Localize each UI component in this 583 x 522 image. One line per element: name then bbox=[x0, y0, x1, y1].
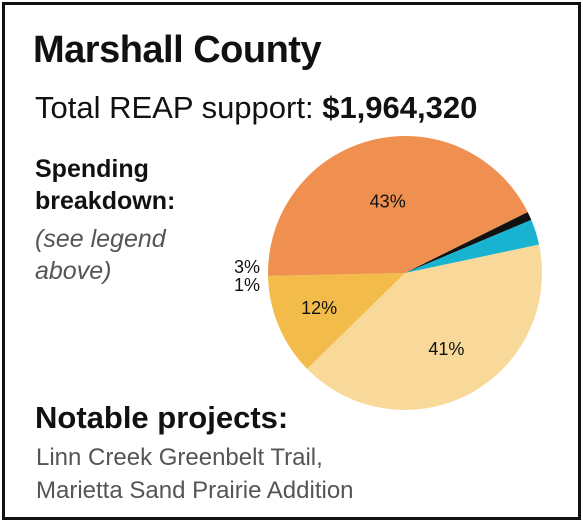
spending-breakdown-heading: Spending breakdown: bbox=[35, 153, 205, 217]
pie-slice-12 bbox=[268, 273, 405, 369]
pie-label-41: 41% bbox=[428, 339, 464, 359]
pie-label-12: 12% bbox=[301, 298, 337, 318]
pie-label-3: 3% bbox=[234, 257, 260, 277]
legend-note: (see legend above) bbox=[35, 223, 205, 287]
notable-projects-list: Linn Creek Greenbelt Trail, Marietta San… bbox=[36, 441, 354, 507]
spending-heading-line-2: breakdown: bbox=[35, 187, 176, 215]
pie-label-1: 1% bbox=[234, 275, 260, 295]
county-title: Marshall County bbox=[33, 29, 322, 71]
reap-support-amount: $1,964,320 bbox=[322, 90, 478, 125]
legend-note-line-2: above) bbox=[35, 257, 112, 285]
spending-pie-chart: 41% 12% 43% 1%3% bbox=[234, 135, 543, 410]
project-linn-creek: Linn Creek Greenbelt Trail, bbox=[36, 444, 323, 471]
reap-support-line: Total REAP support: $1,964,320 bbox=[35, 92, 477, 123]
reap-support-label: Total REAP support: bbox=[35, 90, 314, 125]
pie-slice-43 bbox=[267, 135, 528, 276]
legend-note-line-1: (see legend bbox=[35, 225, 166, 253]
pie-slice-3 bbox=[405, 219, 540, 273]
pie-slices bbox=[267, 135, 543, 410]
pie-slice-1 bbox=[405, 212, 532, 273]
pie-slice-41 bbox=[307, 244, 543, 410]
project-marietta-sand-prairie: Marietta Sand Prairie Addition bbox=[36, 477, 354, 504]
spending-heading-line-1: Spending bbox=[35, 155, 149, 183]
pie-labels: 41% 12% 43% 1%3% bbox=[234, 191, 464, 359]
notable-projects-heading: Notable projects: bbox=[35, 400, 289, 435]
pie-label-43: 43% bbox=[370, 191, 406, 211]
